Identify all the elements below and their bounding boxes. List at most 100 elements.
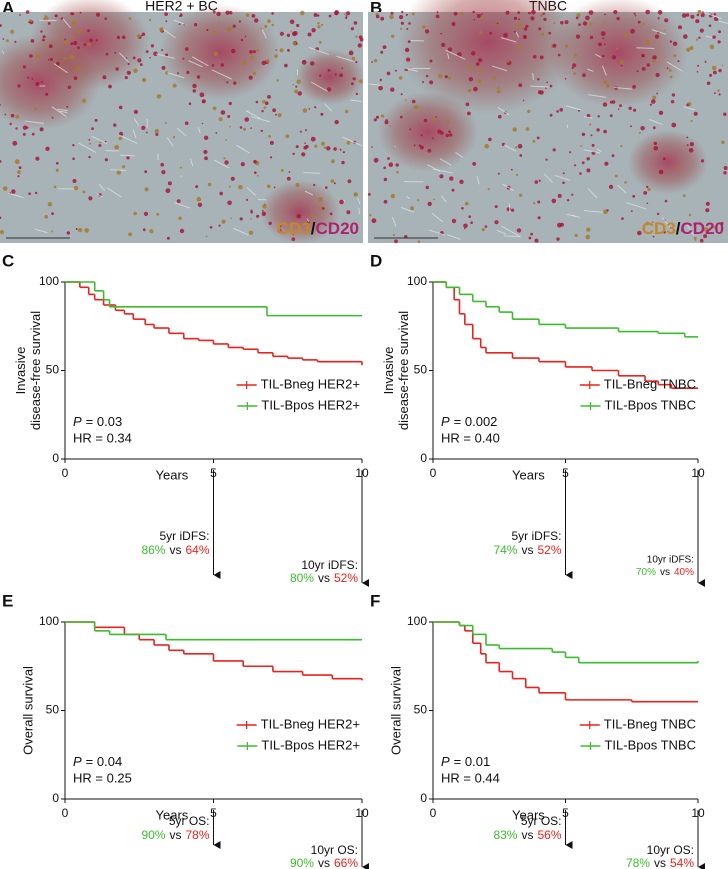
stained-cell (534, 180, 539, 184)
stained-cell (406, 57, 411, 62)
stained-cell (559, 222, 564, 227)
stained-cell (172, 83, 177, 88)
stained-cell (11, 189, 16, 194)
stained-cell (42, 35, 46, 39)
stained-cell (589, 22, 593, 26)
stained-cell (345, 109, 349, 114)
stained-cell (492, 75, 497, 80)
stained-cell (310, 61, 315, 66)
stained-cell (479, 30, 483, 35)
stained-cell (331, 159, 335, 164)
stained-cell (161, 49, 164, 51)
stained-cell (144, 187, 149, 192)
stained-cell (713, 16, 719, 21)
stained-cell (270, 156, 273, 159)
stained-cell (318, 197, 323, 202)
stained-cell (14, 159, 20, 165)
stained-cell (530, 232, 533, 236)
stained-cell (689, 46, 694, 50)
stained-cell (523, 26, 525, 29)
stained-cell (225, 139, 228, 141)
stroma-fiber (651, 29, 666, 35)
stained-cell (632, 194, 636, 198)
stained-cell (34, 191, 38, 195)
stained-cell (245, 13, 250, 17)
stained-cell (712, 35, 716, 39)
callout-joiner: vs (521, 543, 533, 557)
stained-cell (596, 128, 600, 132)
stained-cell (74, 69, 77, 72)
stained-cell (656, 212, 660, 216)
stained-cell (72, 12, 75, 15)
stroma-fiber (406, 196, 411, 200)
stained-cell (192, 89, 196, 93)
stained-cell (296, 79, 301, 84)
stained-cell (351, 56, 356, 61)
stroma-fiber (350, 99, 362, 102)
stained-cell (339, 148, 342, 151)
stroma-fiber (530, 85, 549, 88)
stained-cell (256, 174, 259, 177)
stained-cell (317, 22, 320, 25)
stain-legend: CD3/CD20 (642, 219, 724, 238)
stained-cell (327, 68, 331, 72)
y-tick-label: 100 (407, 614, 427, 628)
stained-cell (630, 125, 632, 128)
stained-cell (717, 89, 720, 92)
stained-cell (620, 145, 623, 148)
stained-cell (481, 228, 485, 232)
stained-cell (602, 54, 605, 58)
stained-cell (708, 24, 712, 28)
stained-cell (121, 35, 126, 40)
stained-cell (523, 35, 527, 39)
p-text: = 0.04 (86, 754, 123, 769)
stained-cell (602, 37, 605, 40)
stained-cell (482, 16, 485, 19)
stained-cell (102, 75, 107, 80)
stroma-fiber (649, 119, 663, 126)
callout-label: 10yr iDFS: (301, 558, 358, 572)
stained-cell (427, 201, 432, 207)
stained-cell (0, 24, 2, 27)
stained-cell (176, 199, 181, 204)
stained-cell (571, 66, 574, 70)
stained-cell (72, 35, 76, 39)
stained-cell (177, 72, 179, 75)
stained-cell (619, 60, 625, 65)
y-tick-label: 50 (46, 703, 60, 717)
stained-cell (467, 65, 473, 70)
stained-cell (22, 132, 26, 136)
stained-cell (226, 81, 229, 84)
stained-cell (145, 131, 148, 134)
stained-cell (621, 217, 624, 220)
stroma-fiber (583, 116, 593, 119)
stained-cell (609, 100, 613, 104)
callout-values: 86% vs 64% (141, 543, 209, 557)
infiltrate (548, 0, 688, 108)
stained-cell (699, 28, 704, 33)
stained-cell (292, 31, 297, 37)
callout-label: 10yr OS: (647, 843, 694, 857)
stroma-fiber (502, 183, 514, 192)
stained-cell (546, 81, 549, 84)
stained-cell (688, 213, 692, 217)
stained-cell (254, 171, 257, 174)
stained-cell (556, 237, 560, 241)
stained-cell (47, 22, 51, 25)
stained-cell (2, 186, 8, 191)
stroma-fiber (492, 65, 508, 72)
stained-cell (184, 121, 189, 125)
stroma-fiber (336, 55, 354, 62)
callout-value: 64% (185, 543, 209, 557)
stained-cell (113, 123, 117, 127)
stained-cell (248, 75, 253, 80)
stained-cell (48, 44, 53, 48)
stroma-fiber (432, 168, 453, 174)
stained-cell (116, 35, 121, 40)
stained-cell (375, 14, 380, 19)
stroma-fiber (614, 87, 632, 90)
stained-cell (699, 238, 704, 243)
stained-cell (126, 70, 131, 75)
stained-cell (494, 205, 498, 209)
